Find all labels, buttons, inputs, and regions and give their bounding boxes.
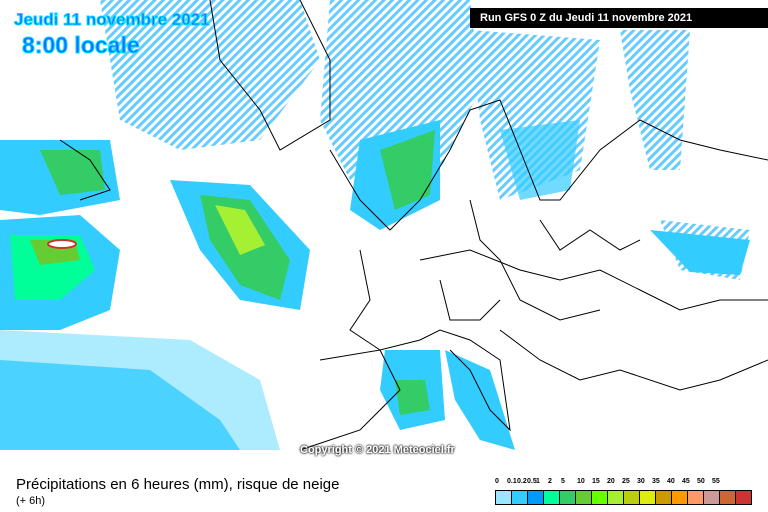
- precip-areas: [0, 120, 750, 450]
- legend-label: 50: [697, 478, 705, 485]
- legend-label: 55: [712, 478, 720, 485]
- forecast-time: 8:00 locale: [22, 32, 141, 59]
- model-run-banner: Run GFS 0 Z du Jeudi 11 novembre 2021: [470, 8, 768, 28]
- legend-label: 0: [495, 478, 499, 485]
- legend-label: 10: [577, 478, 585, 485]
- legend-swatch: [720, 491, 736, 504]
- legend-label: 0.1: [507, 478, 517, 485]
- legend-swatch: [576, 491, 592, 504]
- legend-swatch: [640, 491, 656, 504]
- legend-swatch: [704, 491, 720, 504]
- legend-label: 25: [622, 478, 630, 485]
- map-caption: Précipitations en 6 heures (mm), risque …: [16, 476, 340, 493]
- legend-label: 0.2: [517, 478, 527, 485]
- legend-label: 0.5: [527, 478, 537, 485]
- legend-label: 2: [548, 478, 552, 485]
- legend-swatch: [624, 491, 640, 504]
- legend-label: 35: [652, 478, 660, 485]
- map-subcaption: (+ 6h): [16, 495, 46, 507]
- legend-swatch: [736, 491, 751, 504]
- precipitation-map: [0, 0, 768, 451]
- color-legend: [495, 490, 752, 505]
- forecast-date: Jeudi 11 novembre 2021: [14, 10, 211, 30]
- legend-label: 1: [536, 478, 540, 485]
- legend-label: 20: [607, 478, 615, 485]
- legend-swatch: [656, 491, 672, 504]
- legend-label: 5: [561, 478, 565, 485]
- legend-swatch: [560, 491, 576, 504]
- legend-swatch: [544, 491, 560, 504]
- legend-label: 15: [592, 478, 600, 485]
- legend-swatch: [512, 491, 528, 504]
- legend-label: 40: [667, 478, 675, 485]
- legend-swatch: [672, 491, 688, 504]
- coastlines-borders: [59, 0, 768, 451]
- legend-swatch: [496, 491, 512, 504]
- legend-label: 30: [637, 478, 645, 485]
- legend-swatch: [592, 491, 608, 504]
- copyright: Copyright © 2021 Meteociel.fr: [300, 444, 455, 456]
- legend-swatch: [528, 491, 544, 504]
- legend-swatch: [608, 491, 624, 504]
- footer: Précipitations en 6 heures (mm), risque …: [0, 470, 768, 512]
- legend-label: 45: [682, 478, 690, 485]
- legend-swatch: [688, 491, 704, 504]
